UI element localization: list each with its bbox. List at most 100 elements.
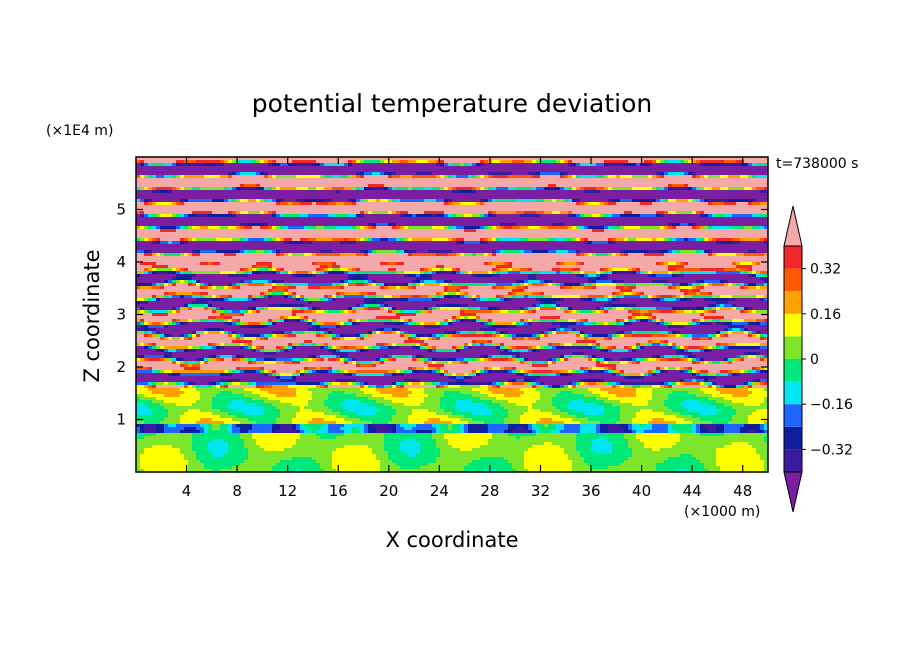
field-cell — [436, 175, 441, 179]
field-cell — [252, 163, 257, 167]
field-cell — [440, 205, 445, 209]
field-cell — [628, 166, 633, 170]
field-cell — [280, 217, 285, 221]
field-cell — [680, 193, 685, 197]
field-cell — [540, 166, 545, 170]
field-cell — [408, 232, 413, 236]
contour-field — [136, 157, 768, 472]
field-cell — [472, 196, 477, 200]
field-cell — [280, 172, 285, 176]
field-cell — [556, 226, 561, 230]
field-cell — [652, 193, 657, 197]
field-cell — [304, 169, 309, 173]
field-cell — [644, 172, 649, 176]
field-cell — [424, 232, 429, 236]
field-cell — [312, 241, 317, 245]
field-cell — [532, 205, 537, 209]
field-cell — [724, 193, 729, 197]
field-cell — [260, 175, 265, 179]
field-cell — [196, 181, 201, 185]
field-cell — [464, 160, 469, 164]
field-cell — [448, 181, 453, 185]
field-cell — [600, 178, 605, 182]
field-cell — [516, 172, 521, 176]
field-cell — [144, 217, 149, 221]
field-cell — [484, 220, 489, 224]
field-cell — [660, 190, 665, 194]
field-cell — [684, 187, 689, 191]
field-cell — [588, 238, 593, 242]
field-cell — [328, 193, 333, 197]
field-cell — [736, 226, 741, 230]
field-cell — [244, 199, 249, 203]
field-cell — [204, 187, 209, 191]
field-cell — [744, 169, 749, 173]
field-cell — [588, 169, 593, 173]
field-cell — [436, 157, 441, 161]
field-cell — [688, 232, 693, 236]
field-cell — [292, 223, 297, 227]
field-cell — [656, 157, 661, 161]
field-cell — [416, 205, 421, 209]
field-cell — [712, 202, 717, 206]
field-cell — [396, 193, 401, 197]
field-cell — [192, 217, 197, 221]
field-cell — [216, 166, 221, 170]
field-cell — [460, 208, 465, 212]
field-cell — [188, 214, 193, 218]
field-cell — [436, 166, 441, 170]
field-cell — [236, 202, 241, 206]
field-cell — [564, 232, 569, 236]
field-cell — [364, 205, 369, 209]
field-cell — [280, 157, 285, 161]
field-cell — [696, 187, 701, 191]
field-cell — [180, 166, 185, 170]
field-cell — [636, 163, 641, 167]
field-cell — [156, 166, 161, 170]
field-cell — [624, 214, 629, 218]
field-cell — [136, 187, 141, 191]
field-cell — [596, 205, 601, 209]
field-cell — [296, 232, 301, 236]
field-cell — [280, 235, 285, 239]
field-cell — [572, 196, 577, 200]
field-cell — [160, 226, 165, 230]
field-cell — [368, 166, 373, 170]
field-cell — [572, 220, 577, 224]
field-cell — [440, 157, 445, 161]
field-cell — [648, 229, 653, 233]
field-cell — [380, 214, 385, 218]
field-cell — [488, 214, 493, 218]
field-cell — [560, 193, 565, 197]
field-cell — [288, 169, 293, 173]
field-cell — [472, 235, 477, 239]
field-cell — [356, 187, 361, 191]
field-cell — [280, 211, 285, 215]
field-cell — [476, 163, 481, 167]
field-cell — [692, 181, 697, 185]
field-cell — [332, 175, 337, 179]
field-cell — [472, 205, 477, 209]
field-cell — [312, 235, 317, 239]
field-cell — [208, 187, 213, 191]
field-cell — [148, 166, 153, 170]
field-cell — [572, 223, 577, 227]
field-cell — [296, 226, 301, 230]
field-cell — [364, 220, 369, 224]
field-cell — [580, 190, 585, 194]
field-cell — [176, 214, 181, 218]
field-cell — [532, 184, 537, 188]
field-cell — [232, 163, 237, 167]
field-cell — [492, 169, 497, 173]
field-cell — [496, 193, 501, 197]
field-cell — [216, 169, 221, 173]
field-cell — [596, 163, 601, 167]
field-cell — [628, 202, 633, 206]
field-cell — [684, 157, 689, 161]
field-cell — [520, 181, 525, 185]
field-cell — [664, 232, 669, 236]
field-cell — [384, 169, 389, 173]
field-cell — [208, 166, 213, 170]
field-cell — [576, 220, 581, 224]
field-cell — [764, 217, 768, 221]
